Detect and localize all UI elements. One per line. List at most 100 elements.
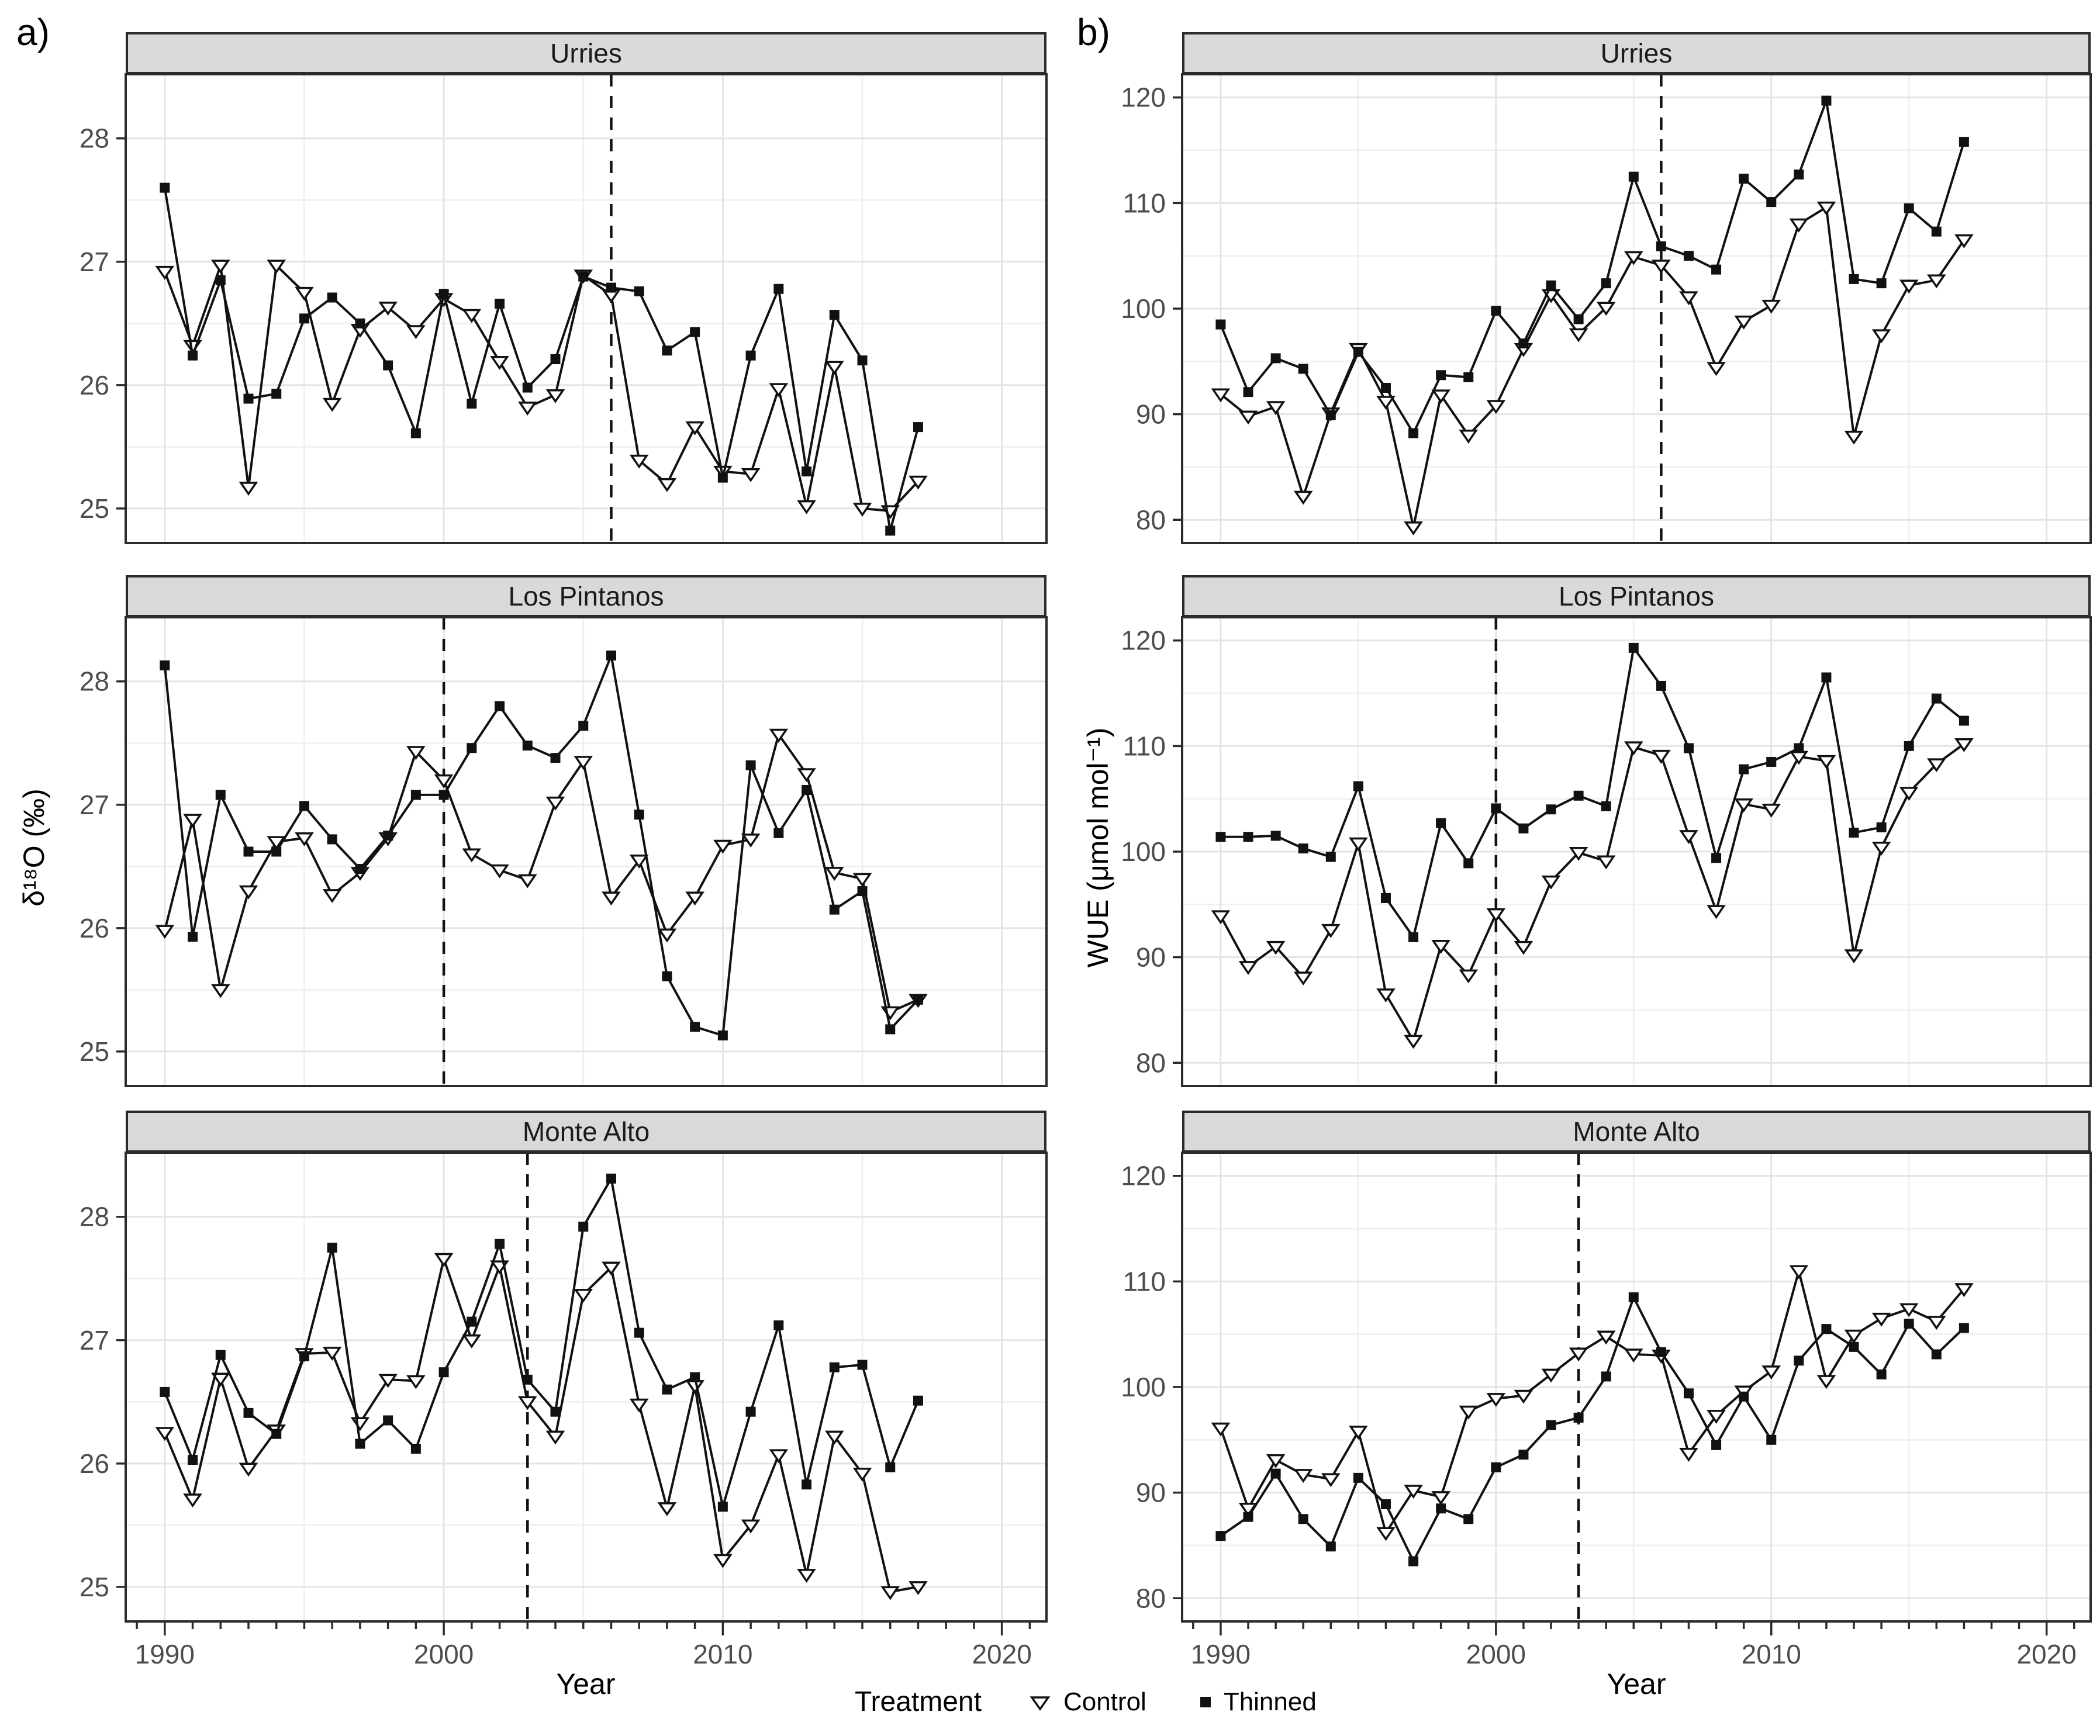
y-axis: 80 90 100 110 120 — [1121, 625, 1182, 1078]
panel-border — [125, 616, 1048, 1087]
svg-text:80: 80 — [1136, 1047, 1166, 1078]
strip-title: Urries — [1600, 38, 1673, 68]
thinned-markers — [160, 1173, 923, 1512]
thinned-line — [1220, 1296, 1965, 1562]
svg-text:2000: 2000 — [414, 1639, 474, 1669]
thinned-line — [1220, 99, 1966, 435]
svg-text:80: 80 — [1136, 1583, 1166, 1613]
legend-title: Treatment — [855, 1686, 982, 1717]
square-icon — [1200, 1696, 1211, 1707]
control-line — [1220, 743, 1965, 1042]
panel-border — [125, 73, 1048, 544]
thinned-series — [160, 182, 923, 536]
strip-title: Monte Alto — [1573, 1116, 1700, 1147]
y-axis-title-left: δ¹⁸O (‰) — [18, 789, 50, 907]
triangle-down-icon — [1030, 1696, 1051, 1711]
x-axis-title-right: Year — [1607, 1668, 1666, 1700]
svg-text:90: 90 — [1136, 1478, 1166, 1508]
control-line — [163, 264, 919, 513]
thinned-markers — [1215, 1292, 1969, 1566]
thinned-markers — [1215, 95, 1969, 438]
svg-text:100: 100 — [1121, 836, 1166, 867]
thinned-series — [160, 1173, 923, 1512]
svg-text:26: 26 — [80, 913, 109, 943]
svg-text:1990: 1990 — [1191, 1639, 1251, 1669]
svg-text:110: 110 — [1123, 188, 1166, 218]
svg-text:28: 28 — [80, 666, 109, 697]
svg-text:120: 120 — [1121, 625, 1166, 656]
x-axis: 1990 2000 2010 2020 — [1191, 1621, 2077, 1669]
svg-text:28: 28 — [80, 123, 109, 154]
panel-b-monte-alto: 80 90 100 110 120 1990 2000 2010 2020 — [1121, 1151, 2092, 1669]
legend-item-thinned: Thinned — [1198, 1687, 1317, 1717]
thinned-line — [163, 654, 919, 1037]
svg-text:2020: 2020 — [972, 1639, 1031, 1669]
y-axis: 25 26 27 28 — [80, 666, 126, 1067]
svg-text:25: 25 — [80, 1036, 109, 1067]
panel-a-monte-alto: 25 26 27 28 1990 2000 2010 2020 — [80, 1151, 1048, 1669]
svg-text:100: 100 — [1121, 293, 1166, 324]
svg-text:110: 110 — [1123, 1266, 1166, 1296]
svg-text:27: 27 — [80, 1325, 109, 1355]
y-axis: 80 90 100 110 120 — [1121, 82, 1182, 535]
strip-b-urries: Urries — [1182, 32, 2091, 74]
strip-title: Los Pintanos — [508, 581, 664, 611]
svg-text:27: 27 — [80, 790, 109, 820]
svg-text:27: 27 — [80, 247, 109, 277]
panel-a-los-pintanos: 25 26 27 28 — [80, 616, 1048, 1087]
panel-a-urries: 25 26 27 28 — [80, 73, 1048, 544]
svg-text:2010: 2010 — [693, 1639, 752, 1669]
thinned-series — [160, 650, 923, 1040]
strip-a-los-pintanos: Los Pintanos — [126, 575, 1046, 617]
svg-text:26: 26 — [80, 1448, 109, 1479]
strip-title: Los Pintanos — [1559, 581, 1714, 611]
panel-b-urries: 80 90 100 110 120 — [1121, 73, 2092, 544]
svg-text:120: 120 — [1121, 1161, 1166, 1191]
svg-text:80: 80 — [1136, 504, 1166, 535]
thinned-series — [1215, 1292, 1969, 1566]
thinned-series — [1215, 642, 1969, 942]
panel-border — [125, 1151, 1048, 1623]
svg-text:110: 110 — [1123, 731, 1166, 761]
thinned-markers — [1215, 642, 1969, 942]
svg-text:2010: 2010 — [1742, 1639, 1801, 1669]
svg-text:28: 28 — [80, 1202, 109, 1232]
control-line — [163, 733, 919, 1014]
svg-text:1990: 1990 — [135, 1639, 195, 1669]
svg-text:2020: 2020 — [2016, 1639, 2076, 1669]
svg-text:26: 26 — [80, 370, 109, 400]
y-axis: 25 26 27 28 — [80, 1202, 126, 1602]
svg-text:100: 100 — [1121, 1372, 1166, 1402]
strip-title: Urries — [550, 38, 622, 68]
y-axis: 80 90 100 110 120 — [1121, 1161, 1182, 1613]
thinned-line — [163, 1177, 920, 1508]
thinned-markers — [160, 650, 923, 1040]
legend-item-label: Control — [1063, 1687, 1146, 1716]
panel-b-label: b) — [1077, 11, 1110, 53]
x-axis-title-left: Year — [556, 1668, 616, 1700]
legend-item-label: Thinned — [1223, 1687, 1317, 1716]
x-axis: 1990 2000 2010 2020 — [135, 1621, 1032, 1669]
thinned-line — [1220, 646, 1965, 939]
svg-text:90: 90 — [1136, 399, 1166, 430]
svg-text:25: 25 — [80, 1572, 109, 1602]
svg-text:90: 90 — [1136, 942, 1166, 973]
gridlines — [1182, 1153, 2091, 1621]
panel-a-label: a) — [16, 11, 50, 53]
legend-item-control: Control — [1027, 1687, 1146, 1717]
svg-text:2000: 2000 — [1466, 1639, 1526, 1669]
strip-b-monte-alto: Monte Alto — [1182, 1111, 2091, 1153]
svg-text:120: 120 — [1121, 82, 1166, 113]
thinned-series — [1215, 95, 1969, 438]
thinned-line — [163, 187, 920, 532]
y-axis-title-right: WUE (μmol mol⁻¹) — [1082, 727, 1114, 968]
svg-text:25: 25 — [80, 493, 109, 524]
strip-title: Monte Alto — [522, 1116, 650, 1147]
y-axis: 25 26 27 28 — [80, 123, 126, 524]
legend: Treatment Control Thinned — [855, 1686, 1317, 1718]
panel-b-los-pintanos: 80 90 100 110 120 — [1121, 616, 2092, 1087]
thinned-markers — [160, 182, 923, 536]
control-line — [1220, 1270, 1965, 1534]
